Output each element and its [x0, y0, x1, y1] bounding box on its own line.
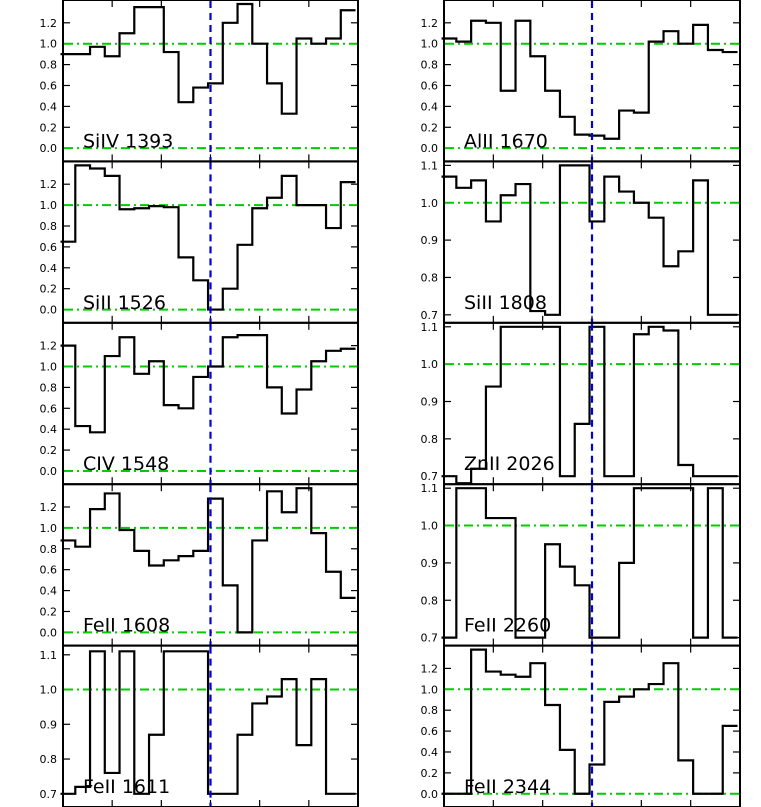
- spectrum-panel: 0.0 0.2 0.4 0.6 0.8 1.0 1.2 AlII 1670: [421, 0, 741, 163]
- y-tick-label: 0.2: [40, 444, 58, 457]
- y-tick-label: 0.0: [40, 304, 58, 317]
- y-tick-label: 0.2: [40, 605, 58, 618]
- y-tick-label: 1.2: [421, 662, 439, 675]
- y-tick-label: 0.4: [40, 423, 58, 436]
- y-tick-label: 0.6: [421, 725, 439, 738]
- y-tick-label: 0.2: [421, 767, 439, 780]
- y-tick-label: 1.1: [40, 649, 58, 662]
- y-tick-label: 0.0: [40, 626, 58, 639]
- y-tick-label: 1.0: [421, 197, 439, 210]
- flux-step-line: [441, 19, 738, 140]
- y-tick-label: 1.2: [40, 17, 58, 30]
- y-tick-label: 1.2: [421, 17, 439, 30]
- transition-label: SiIV 1393: [83, 130, 173, 152]
- y-tick-label: 1.0: [40, 199, 58, 212]
- y-tick-label: 1.1: [421, 159, 439, 172]
- y-tick-label: 0.2: [40, 121, 58, 134]
- y-tick-label: 0.4: [421, 746, 439, 759]
- flux-step-line: [60, 650, 356, 795]
- y-tick-label: 0.0: [421, 142, 439, 155]
- spectrum-panel: 0.0 0.2 0.4 0.6 0.8 1.0 1.2 SiII 1526: [40, 160, 359, 324]
- spectrum-panel: 0.0 0.2 0.4 0.6 0.8 1.0 1.2 FeII 2344: [421, 644, 741, 807]
- y-tick-label: 0.8: [40, 220, 58, 233]
- y-tick-label: 1.0: [40, 361, 58, 374]
- flux-step-line: [441, 648, 738, 795]
- y-tick-label: 1.0: [40, 38, 58, 51]
- y-tick-label: 0.9: [421, 557, 439, 570]
- flux-step-line: [60, 164, 356, 311]
- y-tick-label: 0.8: [421, 271, 439, 284]
- transition-label: FeII 2344: [464, 776, 551, 798]
- y-tick-label: 1.2: [40, 178, 58, 191]
- transition-label: FeII 1608: [83, 615, 170, 637]
- flux-step-line: [60, 487, 356, 634]
- y-tick-label: 0.6: [40, 79, 58, 92]
- spectrum-panel: 0.7 0.8 0.9 1.0 1.1 SiII 1808: [421, 159, 741, 324]
- y-tick-label: 1.0: [421, 683, 439, 696]
- y-tick-label: 0.7: [421, 470, 439, 483]
- y-tick-label: 0.8: [40, 543, 58, 556]
- flux-step-line: [441, 325, 738, 485]
- y-tick-label: 0.7: [421, 632, 439, 645]
- y-tick-label: 1.0: [40, 522, 58, 535]
- spectrum-panel: 0.0 0.2 0.4 0.6 0.8 1.0 1.2 FeII 1608: [40, 483, 359, 647]
- spectrum-panel: 0.0 0.2 0.4 0.6 0.8 1.0 1.2 CIV 1548: [40, 321, 359, 486]
- y-tick-label: 0.8: [40, 753, 58, 766]
- y-tick-label: 1.0: [421, 38, 439, 51]
- transition-label: SiII 1808: [464, 292, 547, 314]
- y-tick-label: 1.1: [421, 482, 439, 495]
- transition-label: ZnII 2026: [464, 453, 555, 475]
- transition-label: SiII 1526: [83, 292, 166, 314]
- spectrum-panel: 0.0 0.2 0.4 0.6 0.8 1.0 1.2 SiIV 1393: [40, 0, 359, 163]
- flux-step-line: [60, 334, 356, 434]
- y-tick-label: 0.8: [421, 433, 439, 446]
- y-tick-label: 1.0: [421, 520, 439, 533]
- transition-label: FeII 1611: [83, 776, 170, 798]
- y-tick-label: 0.0: [40, 465, 58, 478]
- y-tick-label: 1.2: [40, 340, 58, 353]
- flux-step-line: [441, 164, 738, 316]
- transition-label: CIV 1548: [83, 453, 169, 475]
- y-tick-label: 1.1: [421, 321, 439, 334]
- y-tick-label: 0.9: [421, 234, 439, 247]
- y-tick-label: 0.4: [40, 262, 58, 275]
- spectrum-panel: 0.7 0.8 0.9 1.0 1.1 FeII 1611: [40, 644, 359, 807]
- y-tick-label: 0.6: [40, 241, 58, 254]
- flux-step-line: [60, 2, 356, 115]
- y-tick-label: 0.4: [40, 585, 58, 598]
- y-tick-label: 0.6: [40, 564, 58, 577]
- transition-label: FeII 2260: [464, 615, 551, 637]
- y-tick-label: 0.7: [40, 788, 58, 801]
- y-tick-label: 1.0: [421, 358, 439, 371]
- y-tick-label: 0.6: [40, 402, 58, 415]
- y-tick-label: 0.6: [421, 79, 439, 92]
- y-tick-label: 0.0: [40, 142, 58, 155]
- y-tick-label: 0.8: [421, 594, 439, 607]
- y-tick-label: 0.0: [421, 788, 439, 801]
- y-tick-label: 0.2: [421, 121, 439, 134]
- y-tick-label: 0.8: [40, 381, 58, 394]
- spectrum-panel: 0.7 0.8 0.9 1.0 1.1 FeII 2260: [421, 482, 741, 647]
- spectrum-panel: 0.7 0.8 0.9 1.0 1.1 ZnII 2026: [421, 321, 741, 486]
- y-tick-label: 0.8: [421, 59, 439, 72]
- y-tick-label: 0.4: [421, 100, 439, 113]
- y-tick-label: 0.8: [40, 59, 58, 72]
- y-tick-label: 0.9: [421, 396, 439, 409]
- y-tick-label: 0.8: [421, 704, 439, 717]
- y-tick-label: 1.2: [40, 501, 58, 514]
- y-tick-label: 0.2: [40, 283, 58, 296]
- y-tick-label: 1.0: [40, 684, 58, 697]
- y-tick-label: 0.9: [40, 718, 58, 731]
- flux-step-line: [441, 487, 738, 639]
- y-tick-label: 0.4: [40, 100, 58, 113]
- transition-label: AlII 1670: [464, 130, 548, 152]
- y-tick-label: 0.7: [421, 309, 439, 322]
